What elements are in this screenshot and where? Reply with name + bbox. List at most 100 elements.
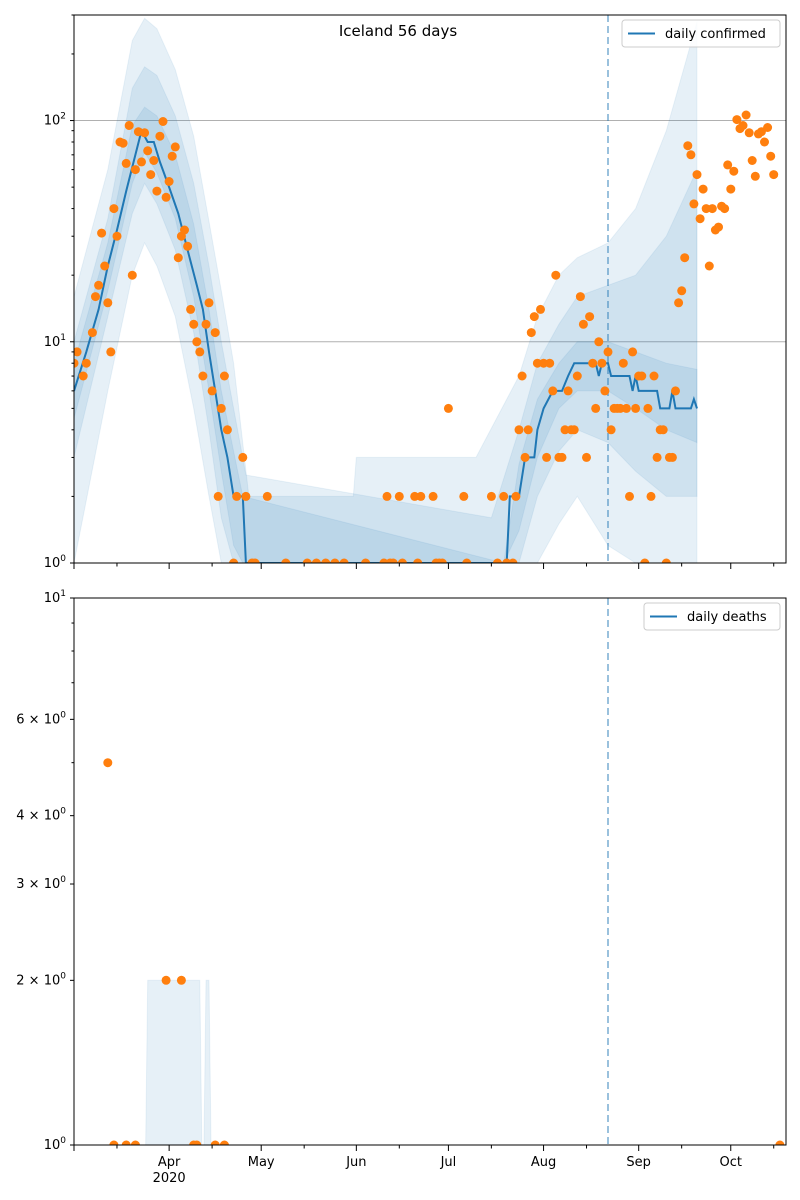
data-point — [176, 975, 186, 985]
data-point — [618, 358, 628, 368]
data-point — [621, 403, 631, 413]
data-point — [241, 491, 251, 501]
legend: daily confirmed — [621, 19, 781, 48]
data-point — [100, 261, 110, 271]
data-point — [750, 171, 760, 181]
data-point — [219, 1140, 229, 1145]
data-point — [523, 425, 533, 435]
data-point — [204, 298, 214, 308]
plot-area — [74, 15, 786, 563]
chart-panel-2: 100 2 × 100 3 × 100 4 × 100 6 × 100 101 Apr202… — [16, 589, 787, 1186]
data-point — [97, 228, 107, 238]
data-point — [311, 558, 321, 563]
y-tick-label: 100 — [44, 1136, 67, 1153]
data-point — [569, 425, 579, 435]
data-point — [94, 280, 104, 290]
x-tick-label: Apr — [158, 1155, 181, 1170]
data-point — [106, 347, 116, 357]
data-point — [137, 157, 146, 167]
data-point — [536, 304, 545, 314]
legend-label: daily deaths — [687, 610, 767, 625]
data-point — [714, 222, 723, 232]
data-point — [744, 128, 754, 138]
data-point — [167, 151, 177, 161]
data-point — [732, 115, 742, 125]
data-point — [210, 328, 220, 338]
data-point — [692, 170, 702, 180]
data-point — [588, 358, 598, 368]
data-point — [542, 452, 552, 462]
data-point — [192, 1140, 202, 1145]
data-point — [661, 558, 671, 563]
data-point — [112, 231, 122, 241]
data-point — [229, 558, 239, 563]
data-point — [563, 386, 573, 396]
data-point — [729, 166, 739, 176]
x-tick-label: Sep — [626, 1155, 651, 1170]
confidence-band — [74, 17, 698, 563]
data-point — [545, 358, 555, 368]
data-point — [628, 347, 638, 357]
y-tick-label: 6 × 100 — [16, 710, 66, 727]
data-point — [680, 253, 690, 263]
data-point — [183, 241, 193, 251]
x-tick-label: Jun — [345, 1155, 366, 1170]
data-point — [91, 292, 100, 302]
data-point — [747, 156, 757, 165]
data-point — [594, 337, 604, 347]
data-point — [769, 170, 779, 180]
confidence-band — [74, 66, 698, 563]
data-point — [127, 270, 137, 280]
data-point — [219, 371, 229, 381]
legend-frame — [643, 602, 781, 631]
x-tick-sublabel: 2020 — [153, 1171, 186, 1186]
data-point — [201, 319, 211, 329]
data-point — [532, 358, 542, 368]
data-point — [118, 138, 128, 148]
data-point — [486, 491, 496, 501]
data-point — [720, 204, 730, 214]
data-point — [667, 452, 677, 462]
data-point — [149, 156, 159, 165]
legend-label: daily confirmed — [665, 27, 766, 42]
data-point — [578, 319, 588, 329]
data-point — [726, 184, 736, 194]
confidence-band — [145, 979, 212, 1145]
data-point — [213, 491, 223, 501]
x-tick-label: May — [248, 1155, 275, 1170]
data-point — [232, 491, 242, 501]
plot-area — [103, 598, 785, 1145]
x-tick-label: Jul — [440, 1155, 457, 1170]
data-point — [575, 292, 585, 302]
data-point — [361, 558, 371, 563]
data-point — [146, 170, 156, 180]
data-point — [87, 328, 97, 338]
data-point — [760, 137, 769, 147]
data-point — [443, 403, 453, 413]
data-point — [302, 558, 312, 563]
data-point — [330, 558, 340, 563]
data-point — [103, 758, 113, 768]
data-point — [499, 491, 509, 501]
data-point — [572, 371, 582, 381]
data-point — [511, 491, 521, 501]
data-point — [207, 386, 217, 396]
data-point — [649, 371, 659, 381]
data-point — [222, 425, 232, 435]
data-point — [130, 1140, 140, 1145]
data-point — [192, 337, 202, 347]
data-point — [704, 261, 714, 271]
data-point — [766, 151, 776, 161]
data-point — [548, 386, 558, 396]
data-point — [631, 403, 641, 413]
data-point — [582, 452, 591, 462]
y-tick-label: 4 × 100 — [16, 807, 66, 824]
data-point — [382, 491, 392, 501]
axes-frame — [73, 597, 787, 1146]
data-point — [416, 491, 426, 501]
data-point — [189, 319, 199, 329]
data-point — [508, 558, 518, 563]
data-point — [394, 491, 404, 501]
y-tick-label: 102 — [44, 112, 66, 129]
